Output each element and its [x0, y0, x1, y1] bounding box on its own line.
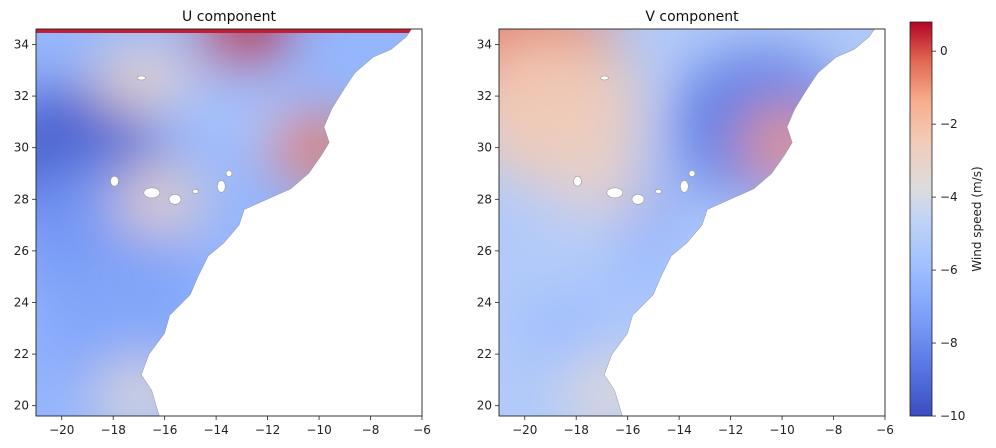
- colorbar-gradient: [909, 21, 933, 417]
- u-x-axis: −20 −18 −16 −14 −12 −10 −8 −6: [49, 416, 431, 437]
- v-y-axis: 20 22 24 26 28 30 32 34: [477, 37, 499, 413]
- colorbar-tick-label: −2: [940, 117, 958, 131]
- field-region: [268, 112, 359, 183]
- colorbar-ticks: 0 −2 −4 −6 −8 −10: [932, 44, 965, 423]
- island: [110, 175, 119, 187]
- field-top-strip: [36, 29, 412, 33]
- y-tick-label: 20: [477, 399, 492, 413]
- y-tick-label: 32: [477, 89, 492, 103]
- colorbar-tick-label: −8: [940, 336, 958, 350]
- field-region: [499, 34, 641, 184]
- v-title: V component: [645, 9, 739, 25]
- panel-u-component: −20 −18 −16 −14 −12 −10 −8 −6 2022242628303234 …: [14, 9, 431, 437]
- x-tick-label: −10: [769, 423, 794, 437]
- colorbar-label: Wind speed (m/s): [970, 166, 984, 271]
- u-y-axis: 20 22 24 26 28 30 32 34: [14, 37, 36, 413]
- field-region: [739, 107, 830, 178]
- y-tick-label: 22: [14, 347, 29, 361]
- x-tick-label: −6: [876, 423, 894, 437]
- island: [225, 170, 233, 177]
- island: [143, 187, 161, 199]
- x-tick-label: −18: [101, 423, 126, 437]
- island: [573, 175, 582, 187]
- x-tick-label: −16: [152, 423, 177, 437]
- x-tick-label: −12: [718, 423, 743, 437]
- x-tick-label: −8: [362, 423, 380, 437]
- u-title: U component: [182, 9, 276, 25]
- coastline: [604, 29, 875, 416]
- field-region: [518, 293, 609, 364]
- colorbar-tick-label: −10: [940, 409, 965, 423]
- island: [655, 189, 662, 194]
- x-tick-label: −12: [255, 423, 280, 437]
- y-tick-label: 24: [14, 295, 29, 309]
- u-islands: [110, 75, 233, 205]
- y-tick-label: 30: [477, 141, 492, 155]
- colorbar-tick-label: −6: [940, 263, 958, 277]
- v-frame: [498, 28, 886, 417]
- field-region: [531, 203, 622, 273]
- x-tick-label: −18: [564, 423, 589, 437]
- x-tick-label: −20: [512, 423, 537, 437]
- y-tick-label: 30: [14, 141, 29, 155]
- x-tick-label: −6: [413, 423, 431, 437]
- island: [631, 194, 645, 205]
- x-tick-label: −20: [49, 423, 74, 437]
- colorbar: 0 −2 −4 −6 −8 −10 Wind speed (m/s): [909, 21, 984, 423]
- y-tick-label: 32: [14, 89, 29, 103]
- island: [168, 194, 182, 205]
- field-blobs: [499, 29, 852, 416]
- v-islands: [573, 75, 696, 205]
- island: [137, 75, 146, 81]
- u-field: [36, 29, 412, 416]
- colorbar-tick-label: 0: [940, 44, 948, 58]
- island: [600, 75, 609, 81]
- x-tick-label: −14: [666, 423, 691, 437]
- y-tick-label: 26: [477, 244, 492, 258]
- field-region: [114, 164, 205, 235]
- y-tick-label: 34: [477, 37, 492, 51]
- island: [217, 180, 226, 193]
- y-tick-label: 24: [477, 295, 492, 309]
- x-tick-label: −8: [825, 423, 843, 437]
- x-tick-label: −14: [203, 423, 228, 437]
- y-tick-label: 20: [14, 399, 29, 413]
- u-frame: [35, 28, 423, 417]
- island: [688, 170, 696, 177]
- y-tick-label: 22: [477, 347, 492, 361]
- x-tick-label: −16: [615, 423, 640, 437]
- y-tick-label: 28: [477, 192, 492, 206]
- field-region: [93, 360, 184, 416]
- island: [679, 180, 689, 193]
- y-tick-label: 34: [14, 37, 29, 51]
- y-tick-label: 28: [14, 192, 29, 206]
- v-x-axis: −20 −18 −16 −14 −12 −10 −8 −6: [512, 416, 894, 437]
- coastline: [141, 29, 412, 416]
- x-tick-label: −10: [306, 423, 331, 437]
- island: [606, 187, 624, 199]
- v-field: [499, 29, 875, 416]
- panel-v-component: −20 −18 −16 −14 −12 −10 −8 −6 2022242628303234 …: [477, 9, 894, 437]
- colorbar-tick-label: −4: [940, 190, 958, 204]
- island: [192, 189, 199, 194]
- y-tick-label: 26: [14, 244, 29, 258]
- field-region: [564, 357, 655, 416]
